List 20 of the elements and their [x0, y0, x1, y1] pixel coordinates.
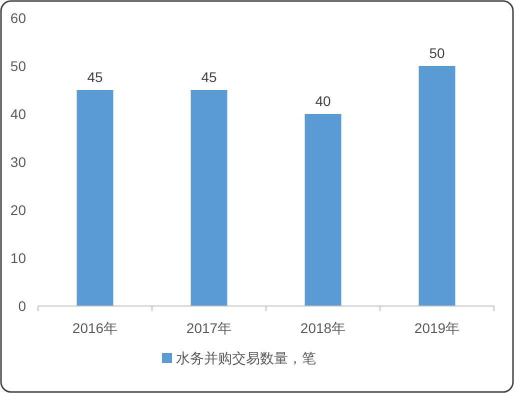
- y-tick-label: 10: [10, 250, 26, 266]
- y-tick-label: 40: [10, 106, 26, 122]
- y-tick-label: 0: [18, 298, 26, 314]
- x-tick-label: 2018年: [300, 320, 346, 336]
- bar: [190, 90, 228, 306]
- bar: [304, 114, 342, 306]
- legend-label: 水务并购交易数量，笔: [176, 350, 316, 366]
- y-tick-label: 20: [10, 202, 26, 218]
- x-tick-label: 2017年: [186, 320, 232, 336]
- data-label: 50: [429, 45, 445, 61]
- data-label: 45: [87, 69, 103, 85]
- bar: [418, 66, 456, 306]
- bar: [76, 90, 114, 306]
- x-tick-label: 2019年: [414, 320, 460, 336]
- y-tick-label: 30: [10, 154, 26, 170]
- y-tick-label: 50: [10, 58, 26, 74]
- data-label: 45: [201, 69, 217, 85]
- y-tick-label: 60: [10, 10, 26, 26]
- data-label: 40: [315, 93, 331, 109]
- x-tick-label: 2016年: [72, 320, 118, 336]
